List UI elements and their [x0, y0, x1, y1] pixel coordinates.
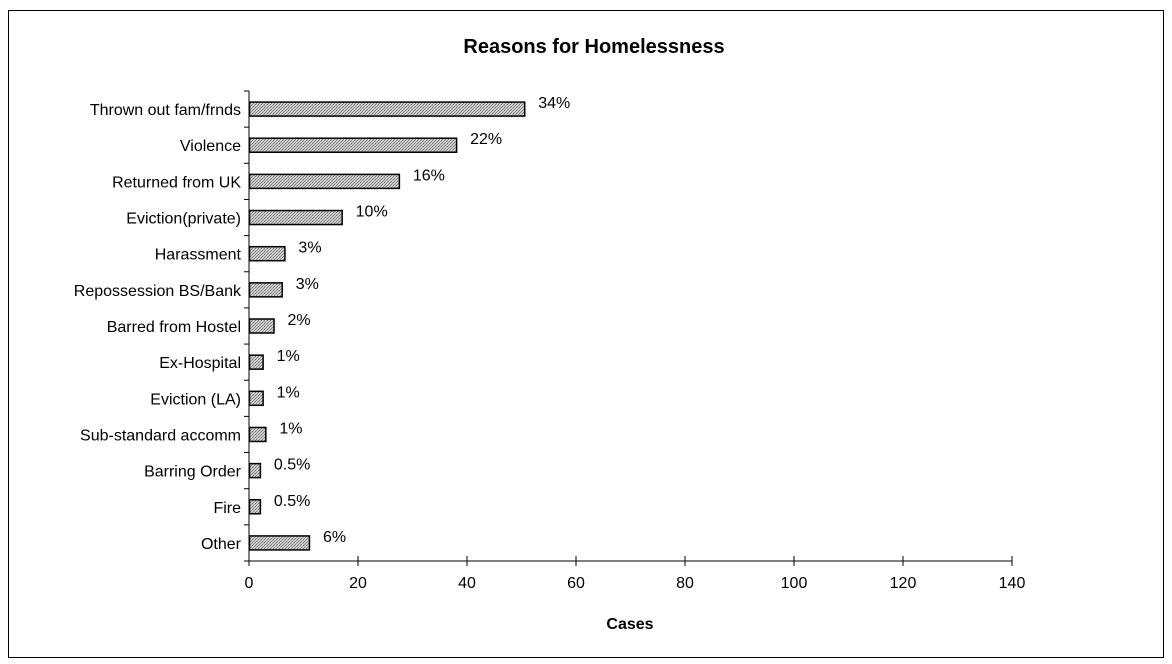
homelessness-bar-chart: Reasons for Homelessness Thrown out fam/… — [74, 36, 1026, 633]
data-label: 2% — [288, 312, 311, 329]
bar — [248, 173, 401, 190]
axes — [244, 90, 1013, 566]
x-tick-label: 80 — [676, 575, 694, 592]
category-label: Harassment — [155, 247, 242, 264]
category-label: Eviction (LA) — [150, 391, 241, 408]
x-tick-label: 140 — [999, 575, 1026, 592]
category-label: Violence — [180, 138, 241, 155]
data-label: 6% — [323, 529, 346, 546]
bar — [248, 354, 264, 370]
bar — [248, 209, 343, 226]
category-label: Barring Order — [144, 464, 242, 481]
category-label: Returned from UK — [112, 174, 241, 191]
category-label: Repossession BS/Bank — [74, 283, 242, 300]
category-label: Sub-standard accomm — [80, 427, 241, 444]
x-tick-label: 20 — [349, 575, 367, 592]
bar — [248, 426, 267, 443]
data-label: 3% — [298, 240, 321, 257]
data-label: 3% — [296, 276, 319, 293]
data-label: 22% — [470, 131, 502, 148]
category-labels: Thrown out fam/frnds Violence Returned fro… — [74, 102, 242, 553]
data-label: 1% — [277, 384, 300, 401]
x-tick-label: 0 — [245, 575, 254, 592]
category-label: Other — [201, 536, 242, 553]
category-label: Thrown out fam/frnds — [90, 102, 241, 119]
x-tick-label: 60 — [567, 575, 585, 592]
bar — [248, 535, 311, 551]
data-label: 0.5% — [274, 493, 310, 510]
data-label: 1% — [279, 420, 302, 437]
x-tick-label: 100 — [781, 575, 808, 592]
category-label: Ex-Hospital — [159, 355, 241, 372]
bar — [248, 137, 458, 153]
bar — [248, 282, 283, 298]
x-tick-label: 120 — [890, 575, 917, 592]
bar — [248, 462, 262, 479]
x-tick-labels: 0 20 40 60 80 100 120 140 — [245, 575, 1026, 592]
x-tick-label: 40 — [458, 575, 476, 592]
bar — [248, 245, 286, 262]
bar — [248, 101, 526, 117]
data-label: 34% — [538, 95, 570, 112]
chart-title: Reasons for Homelessness — [463, 36, 724, 58]
x-axis-label: Cases — [606, 616, 653, 633]
bar — [248, 318, 275, 334]
data-label: 10% — [356, 204, 388, 221]
bars-group — [248, 101, 526, 551]
bar — [248, 390, 264, 407]
bar — [248, 499, 262, 515]
data-labels: 34% 22% 16% 10% 3% 3% 2% 1% 1% 1% 0.5% 0.5% 6% — [274, 95, 570, 546]
category-label: Fire — [213, 500, 241, 517]
data-label: 0.5% — [274, 457, 310, 474]
category-label: Barred from Hostel — [107, 319, 241, 336]
data-label: 1% — [277, 348, 300, 365]
category-label: Eviction(private) — [126, 211, 241, 228]
chart-frame: Reasons for Homelessness Thrown out fam/… — [8, 10, 1164, 658]
data-label: 16% — [413, 167, 445, 184]
